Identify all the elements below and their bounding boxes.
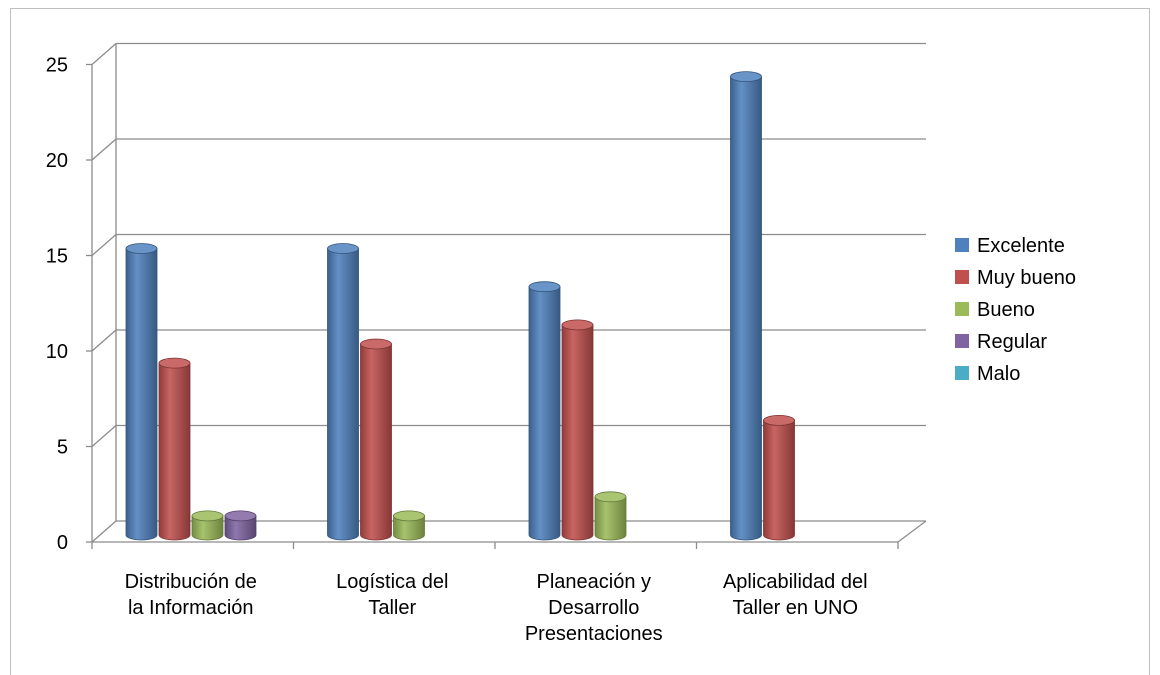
y-tick-label: 10	[46, 341, 68, 363]
bar	[561, 319, 594, 541]
bar-top	[125, 243, 158, 254]
legend-label: Bueno	[977, 299, 1035, 321]
gridline-side	[91, 138, 117, 161]
legend-item: Regular	[955, 331, 1047, 353]
bar-top	[594, 491, 627, 503]
bar	[158, 357, 191, 541]
bar	[360, 338, 392, 541]
bar-body	[730, 76, 762, 541]
legend-item: Excelente	[955, 235, 1065, 257]
floor-right-edge	[897, 520, 927, 543]
bar	[224, 510, 257, 541]
bar	[393, 510, 425, 541]
bar	[763, 414, 795, 541]
bar-top	[191, 510, 224, 522]
bar-top	[393, 510, 425, 522]
legend-swatch	[955, 270, 969, 284]
x-category-label: Distribución de la Información	[125, 571, 257, 619]
bar-top	[528, 281, 561, 293]
bar	[191, 510, 224, 541]
legend-swatch	[955, 334, 969, 348]
bar-body	[393, 515, 425, 541]
legend-item: Malo	[955, 363, 1020, 385]
bar-top	[763, 414, 795, 426]
y-axis-ticks: 0 5 10 15 20 25	[46, 55, 68, 555]
x-category-label: Aplicabilidad del Taller en UNO	[723, 571, 868, 619]
legend-label: Excelente	[977, 235, 1065, 257]
bar	[528, 281, 561, 541]
y-tick-label: 15	[46, 246, 68, 268]
bar	[327, 243, 359, 541]
legend-swatch	[955, 366, 969, 380]
bar-top	[561, 319, 594, 331]
bar-body	[763, 420, 795, 541]
bar-body	[191, 515, 224, 541]
bar	[594, 491, 627, 541]
legend-swatch	[955, 238, 969, 252]
bar-body	[561, 324, 594, 541]
bar-body	[158, 362, 191, 541]
gridline-side	[91, 234, 117, 256]
x-axis-categories: Distribución de la Información Logística d…	[125, 571, 868, 645]
bar-body	[360, 343, 392, 541]
gridlines	[91, 42, 926, 543]
bar	[125, 243, 158, 541]
bar-body	[125, 248, 158, 541]
y-tick-label: 0	[57, 532, 68, 554]
legend-item: Bueno	[955, 299, 1035, 321]
gridline-side	[91, 43, 117, 65]
legend-label: Malo	[977, 363, 1020, 385]
legend-label: Regular	[977, 331, 1047, 353]
bar-top	[158, 357, 191, 369]
bar-top	[730, 71, 762, 82]
bar-body	[594, 496, 627, 541]
axes	[86, 43, 927, 549]
chart-area	[10, 8, 1150, 675]
y-tick-label: 20	[46, 150, 68, 172]
gridline-side	[91, 520, 117, 543]
x-category-label: Planeación y Desarrollo Presentaciones	[525, 571, 663, 645]
legend-swatch	[955, 302, 969, 316]
bar	[730, 71, 762, 541]
bars	[125, 71, 795, 541]
bar-top	[224, 510, 257, 522]
y-tick-label: 5	[57, 437, 68, 459]
bar-body	[528, 286, 561, 541]
bar-body	[327, 248, 359, 541]
bar-top	[327, 243, 359, 254]
bar-top	[360, 338, 392, 350]
gridline-side	[91, 425, 117, 447]
bar-body	[224, 515, 257, 541]
gridline-side	[91, 329, 117, 352]
y-tick-label: 25	[46, 55, 68, 77]
x-category-label: Logística del Taller	[336, 571, 448, 619]
legend-label: Muy bueno	[977, 267, 1076, 289]
legend: Excelente Muy bueno Bueno Regular Malo	[955, 235, 1076, 385]
legend-item: Muy bueno	[955, 267, 1076, 289]
